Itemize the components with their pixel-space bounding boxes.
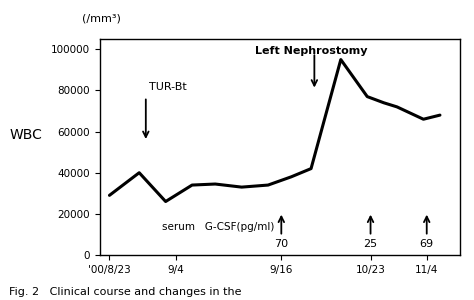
Text: (/mm³): (/mm³) xyxy=(82,14,120,24)
Text: Left Nephrostomy: Left Nephrostomy xyxy=(255,46,367,56)
Text: 70: 70 xyxy=(274,238,288,248)
Text: 25: 25 xyxy=(364,238,378,248)
Text: serum   G-CSF(pg/ml): serum G-CSF(pg/ml) xyxy=(162,222,275,232)
Text: Fig. 2   Clinical course and changes in the: Fig. 2 Clinical course and changes in th… xyxy=(9,287,242,297)
Text: TUR-Bt: TUR-Bt xyxy=(149,82,187,92)
Text: 69: 69 xyxy=(419,238,434,248)
Text: WBC: WBC xyxy=(9,128,42,142)
